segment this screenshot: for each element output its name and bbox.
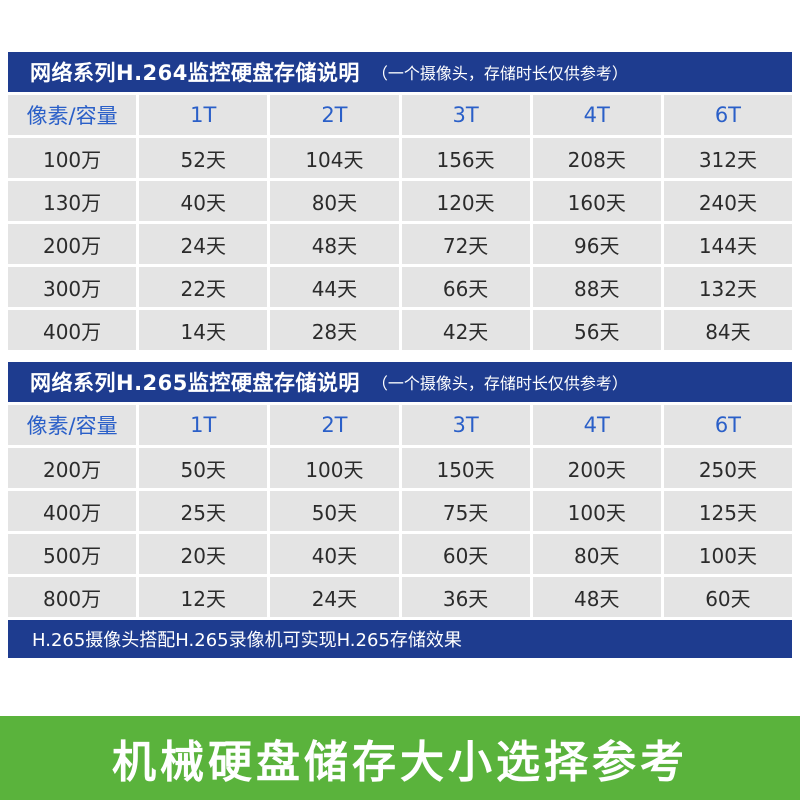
table-cell: 156天 [401,138,530,178]
table-header-cell: 像素/容量 [8,405,137,445]
table-cell: 208天 [532,138,661,178]
table-cell: 88天 [532,267,661,307]
table-cell: 14天 [139,310,268,350]
table-cell: 20天 [139,534,268,574]
h265-storage-table: 像素/容量 1T 2T 3T 4T 6T 200万 50天 100天 150天 … [8,402,792,617]
table-cell: 40天 [139,181,268,221]
table-cell: 52天 [139,138,268,178]
table-header-cell: 4T [532,405,661,445]
table-cell: 60天 [401,534,530,574]
table-cell: 12天 [139,577,268,617]
table-cell: 120天 [401,181,530,221]
table-cell: 150天 [401,448,530,488]
table-cell: 160天 [532,181,661,221]
table-cell: 100天 [532,491,661,531]
table-cell: 312天 [663,138,792,178]
bottom-banner-text: 机械硬盘储存大小选择参考 [112,737,688,788]
h264-storage-table: 像素/容量 1T 2T 3T 4T 6T 100万 52天 104天 156天 … [8,92,792,350]
table-header-cell: 1T [139,405,268,445]
table-cell: 130万 [8,181,137,221]
table-cell: 300万 [8,267,137,307]
table-header-cell: 2T [270,405,399,445]
h265-note: （一个摄像头，存储时长仅供参考） [371,374,628,393]
table-cell: 50天 [139,448,268,488]
table-cell: 132天 [663,267,792,307]
bottom-banner: 机械硬盘储存大小选择参考 [0,716,800,800]
table-cell: 800万 [8,577,137,617]
h264-storage-panel: 网络系列H.264监控硬盘存储说明 （一个摄像头，存储时长仅供参考） 像素/容量… [8,52,792,350]
table-cell: 200天 [532,448,661,488]
table-header-cell: 2T [270,95,399,135]
table-cell: 48天 [532,577,661,617]
table-cell: 400万 [8,310,137,350]
table-cell: 80天 [532,534,661,574]
table-cell: 240天 [663,181,792,221]
h264-title-banner: 网络系列H.264监控硬盘存储说明 （一个摄像头，存储时长仅供参考） [8,52,792,92]
table-cell: 25天 [139,491,268,531]
h265-footnote: H.265摄像头搭配H.265录像机可实现H.265存储效果 [8,620,792,658]
table-cell: 50天 [270,491,399,531]
table-header-cell: 3T [401,95,530,135]
table-header-cell: 3T [401,405,530,445]
table-cell: 500万 [8,534,137,574]
table-cell: 200万 [8,448,137,488]
h265-title: 网络系列H.265监控硬盘存储说明 [30,371,360,395]
table-cell: 66天 [401,267,530,307]
table-cell: 80天 [270,181,399,221]
table-cell: 24天 [139,224,268,264]
table-cell: 36天 [401,577,530,617]
table-cell: 100天 [270,448,399,488]
table-cell: 400万 [8,491,137,531]
h265-title-banner: 网络系列H.265监控硬盘存储说明 （一个摄像头，存储时长仅供参考） [8,362,792,402]
table-cell: 24天 [270,577,399,617]
h264-title: 网络系列H.264监控硬盘存储说明 [30,61,360,85]
h265-storage-panel: 网络系列H.265监控硬盘存储说明 （一个摄像头，存储时长仅供参考） 像素/容量… [8,362,792,658]
table-header-cell: 1T [139,95,268,135]
table-cell: 72天 [401,224,530,264]
table-cell: 84天 [663,310,792,350]
table-cell: 96天 [532,224,661,264]
table-cell: 100万 [8,138,137,178]
table-cell: 60天 [663,577,792,617]
table-header-cell: 像素/容量 [8,95,137,135]
table-cell: 75天 [401,491,530,531]
table-cell: 56天 [532,310,661,350]
table-header-cell: 4T [532,95,661,135]
table-cell: 40天 [270,534,399,574]
table-cell: 100天 [663,534,792,574]
table-cell: 44天 [270,267,399,307]
table-header-cell: 6T [663,405,792,445]
table-cell: 250天 [663,448,792,488]
table-cell: 200万 [8,224,137,264]
table-cell: 125天 [663,491,792,531]
table-cell: 104天 [270,138,399,178]
table-cell: 28天 [270,310,399,350]
table-header-cell: 6T [663,95,792,135]
h264-note: （一个摄像头，存储时长仅供参考） [371,64,628,83]
table-cell: 144天 [663,224,792,264]
table-cell: 48天 [270,224,399,264]
table-cell: 22天 [139,267,268,307]
table-cell: 42天 [401,310,530,350]
